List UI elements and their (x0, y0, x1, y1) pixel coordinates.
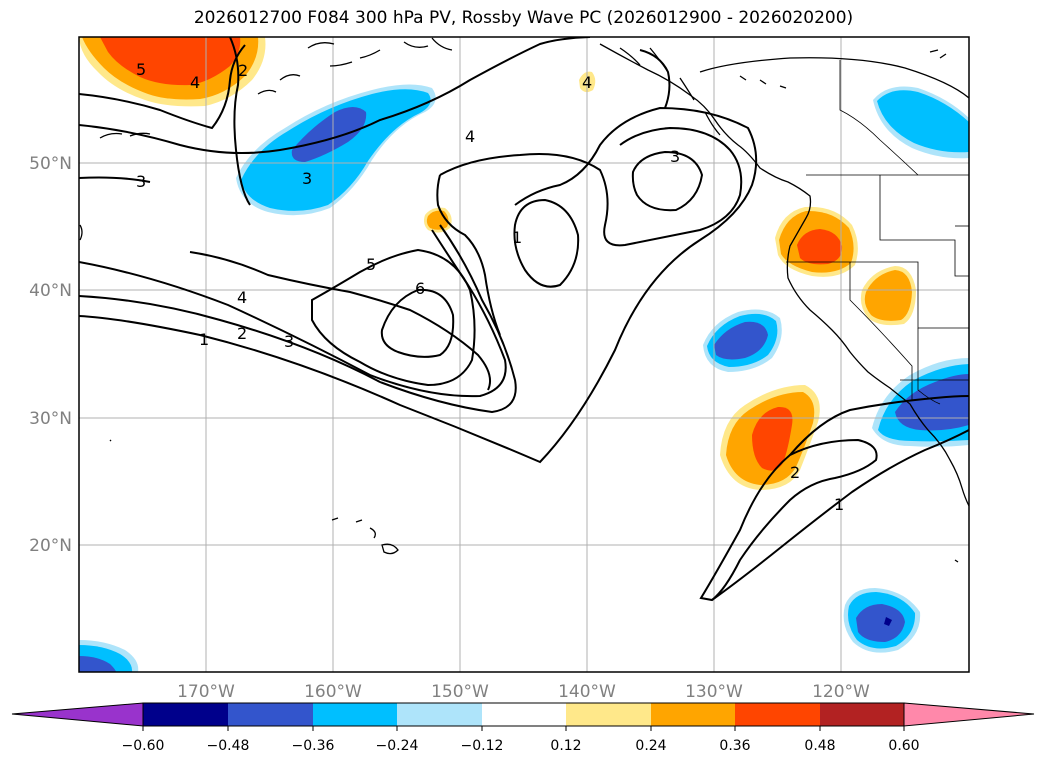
negative-anomaly-offshore-ca (703, 309, 782, 372)
pv-contour-2-aleutian (229, 37, 251, 206)
colorbar-tick: 0.24 (635, 738, 666, 754)
pv-contour-1 (79, 106, 758, 464)
positive-anomaly-nevada (860, 266, 916, 326)
colorbar-segment (313, 703, 397, 726)
colorbar-segment (735, 703, 820, 726)
pv-contour-coast (639, 49, 671, 109)
contour-label: 2 (238, 61, 248, 80)
contour-label: 3 (302, 169, 312, 188)
lon-label: 150°W (431, 682, 489, 702)
lon-label: 160°W (304, 682, 362, 702)
contour-label: 4 (190, 73, 200, 92)
contour-label: 5 (136, 60, 146, 79)
gridlines (79, 37, 969, 672)
map-panel: 5 4 2 3 4 3 1 3 5 6 4 2 3 1 4 2 1 (79, 37, 969, 672)
pv-contour-1-south (711, 429, 969, 601)
pv-contour-1-closed (513, 198, 580, 288)
colorbar-segment (228, 703, 313, 726)
negative-anomaly-bottom-left (79, 640, 139, 672)
colorbar-segment (143, 703, 228, 726)
lat-label: 40°N (29, 281, 72, 301)
pv-contour-6 (380, 288, 455, 358)
contour-label: 5 (366, 255, 376, 274)
contour-label: 3 (284, 332, 294, 351)
contour-label: 1 (834, 495, 844, 514)
longitude-axis: 170°W 160°W 150°W 140°W 130°W 120°W (177, 682, 870, 702)
colorbar-extend-max (903, 702, 1035, 727)
pv-contour-5 (311, 248, 476, 387)
positive-anomaly-oregon (775, 206, 858, 277)
positive-anomaly-top-left (79, 37, 266, 107)
contour-label: 2 (237, 324, 247, 343)
latitude-axis: 50°N 40°N 30°N 20°N (29, 154, 72, 556)
colorbar-extend-min (11, 702, 144, 727)
lon-label: 120°W (812, 682, 870, 702)
colorbar-tick: 0.36 (719, 738, 750, 754)
pv-contour-4 (189, 251, 491, 391)
negative-anomaly-south (843, 588, 921, 653)
pv-contour-3-closed (631, 150, 704, 212)
colorbar-tick: −0.12 (461, 738, 504, 754)
positive-anomaly-subtropical (720, 385, 820, 490)
colorbar-tick: −0.36 (292, 738, 335, 754)
contour-label: 4 (237, 288, 247, 307)
contour-label: 1 (199, 330, 209, 349)
pv-contour-2 (79, 224, 517, 414)
contour-label: 3 (670, 147, 680, 166)
pv-contour-2-south (699, 438, 878, 602)
contour-label: 6 (415, 279, 425, 298)
colorbar-tick: −0.60 (122, 738, 165, 754)
colorbar-tick: 0.12 (550, 738, 581, 754)
pv-contour-4-north (79, 37, 591, 155)
pv-contour-3-link (436, 174, 501, 336)
colorbar-tick: −0.24 (376, 738, 419, 754)
negative-anomaly-canada (873, 86, 969, 159)
pv-contours (79, 37, 969, 602)
state-borders (786, 60, 969, 405)
colorbar-segment (566, 703, 651, 726)
colorbar-tick: 0.60 (888, 738, 919, 754)
contour-label: 3 (136, 172, 146, 191)
pv-contour-3-west (79, 176, 151, 183)
contour-label: 1 (512, 228, 522, 247)
lon-label: 130°W (685, 682, 743, 702)
coastlines (79, 37, 969, 563)
pv-contour-2-north (79, 44, 246, 130)
map-frame (78, 36, 970, 673)
pv-contour-3-east (439, 126, 743, 247)
pv-contour-2-east (789, 395, 969, 456)
colorbar: −0.60 −0.48 −0.36 −0.24 −0.12 0.12 0.24 … (11, 702, 1035, 754)
lat-label: 20°N (29, 536, 72, 556)
colorbar-segment (820, 703, 904, 726)
colorbar-tick: −0.48 (207, 738, 250, 754)
lon-label: 170°W (177, 682, 235, 702)
colorbar-segment (397, 703, 482, 726)
colorbar-segment (651, 703, 735, 726)
lat-label: 50°N (29, 154, 72, 174)
colorbar-tick: 0.48 (804, 738, 835, 754)
map-title: 2026012700 F084 300 hPa PV, Rossby Wave … (193, 8, 854, 28)
contour-label: 2 (790, 463, 800, 482)
lon-label: 140°W (558, 682, 616, 702)
colorbar-segment (482, 703, 566, 726)
contour-label: 4 (582, 73, 592, 92)
lat-label: 30°N (29, 409, 72, 429)
contour-label: 4 (465, 127, 475, 146)
contour-labels: 5 4 2 3 4 3 1 3 5 6 4 2 3 1 4 2 1 (136, 60, 844, 514)
